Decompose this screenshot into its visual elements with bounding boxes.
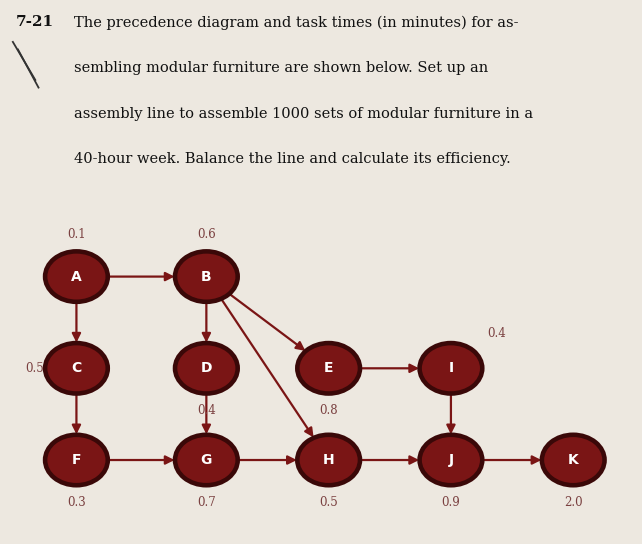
Text: D: D xyxy=(200,361,212,375)
Ellipse shape xyxy=(544,437,602,483)
Ellipse shape xyxy=(417,341,485,396)
Text: 0.7: 0.7 xyxy=(197,496,216,509)
Text: C: C xyxy=(71,361,82,375)
Ellipse shape xyxy=(43,249,110,304)
Ellipse shape xyxy=(43,432,110,487)
Text: 0.1: 0.1 xyxy=(67,228,86,241)
Text: J: J xyxy=(448,453,453,467)
Ellipse shape xyxy=(295,432,362,487)
Text: 0.4: 0.4 xyxy=(487,327,506,341)
Text: 0.5: 0.5 xyxy=(319,496,338,509)
Text: G: G xyxy=(201,453,212,467)
Ellipse shape xyxy=(177,345,236,391)
Ellipse shape xyxy=(173,249,240,304)
Ellipse shape xyxy=(48,345,105,391)
Text: 0.8: 0.8 xyxy=(319,404,338,417)
Text: The precedence diagram and task times (in minutes) for as-: The precedence diagram and task times (i… xyxy=(74,15,518,29)
Text: sembling modular furniture are shown below. Set up an: sembling modular furniture are shown bel… xyxy=(74,61,488,75)
Text: A: A xyxy=(71,270,82,283)
Ellipse shape xyxy=(295,341,362,396)
Text: 40-hour week. Balance the line and calculate its efficiency.: 40-hour week. Balance the line and calcu… xyxy=(74,152,510,166)
Text: 7-21: 7-21 xyxy=(16,15,54,29)
Text: B: B xyxy=(201,270,212,283)
Text: 0.4: 0.4 xyxy=(197,404,216,417)
Ellipse shape xyxy=(177,254,236,300)
Ellipse shape xyxy=(173,341,240,396)
Ellipse shape xyxy=(173,432,240,487)
Ellipse shape xyxy=(422,345,480,391)
Ellipse shape xyxy=(300,345,358,391)
Text: 0.9: 0.9 xyxy=(442,496,460,509)
Ellipse shape xyxy=(48,437,105,483)
Text: H: H xyxy=(323,453,334,467)
Text: 0.6: 0.6 xyxy=(197,228,216,241)
Text: 2.0: 2.0 xyxy=(564,496,582,509)
Ellipse shape xyxy=(417,432,485,487)
Text: I: I xyxy=(448,361,453,375)
Text: E: E xyxy=(324,361,333,375)
Text: 0.3: 0.3 xyxy=(67,496,86,509)
Text: assembly line to assemble 1000 sets of modular furniture in a: assembly line to assemble 1000 sets of m… xyxy=(74,107,533,121)
Ellipse shape xyxy=(422,437,480,483)
Ellipse shape xyxy=(43,341,110,396)
Ellipse shape xyxy=(300,437,358,483)
Text: K: K xyxy=(568,453,578,467)
Ellipse shape xyxy=(177,437,236,483)
Text: F: F xyxy=(72,453,81,467)
Ellipse shape xyxy=(48,254,105,300)
Ellipse shape xyxy=(539,432,607,487)
Text: 0.5: 0.5 xyxy=(25,362,44,375)
